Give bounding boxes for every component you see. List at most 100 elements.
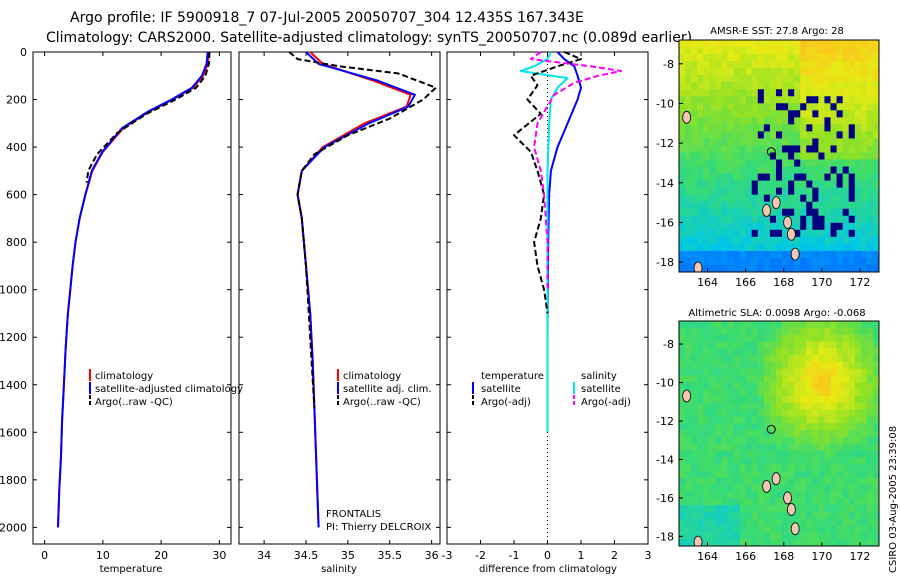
- heatmap-cell: [818, 173, 826, 182]
- heatmap-cell: [691, 173, 698, 182]
- heatmap-cell: [763, 334, 771, 343]
- heatmap-cell: [769, 443, 777, 452]
- heatmap-cell: [830, 327, 838, 336]
- heatmap-cell: [872, 264, 879, 272]
- y-tick-label: 1200: [0, 331, 27, 344]
- heatmap-cell: [848, 409, 856, 418]
- heatmap-cell: [703, 61, 710, 69]
- heatmap-cell: [794, 409, 801, 418]
- heatmap-cell: [709, 173, 716, 182]
- heatmap-cell: [830, 180, 838, 189]
- y-tick-label: 400: [6, 141, 27, 154]
- heatmap-cell: [745, 173, 753, 182]
- heatmap-cell: [860, 131, 868, 140]
- heatmap-cell: [727, 110, 735, 118]
- heatmap-cell: [788, 61, 795, 69]
- heatmap-cell: [872, 443, 879, 452]
- heatmap-cell: [848, 40, 856, 48]
- heatmap-cell: [800, 471, 807, 479]
- heatmap-cell: [721, 396, 729, 404]
- heatmap-cell: [866, 436, 874, 445]
- heatmap-cell: [751, 484, 759, 493]
- heatmap-cell: [830, 498, 838, 506]
- heatmap-cell: [812, 61, 819, 69]
- heatmap-cell: [866, 138, 874, 147]
- heatmap-cell: [782, 518, 789, 527]
- heatmap-cell: [788, 194, 795, 203]
- heatmap-cell: [836, 396, 844, 404]
- heatmap-cell: [788, 375, 795, 383]
- heatmap-cell: [721, 477, 729, 486]
- heatmap-cell: [697, 68, 704, 76]
- heatmap-cell: [727, 430, 735, 438]
- heatmap-cell: [697, 243, 704, 252]
- heatmap-cell: [733, 505, 741, 513]
- heatmap-cell: [739, 355, 747, 363]
- heatmap-cell: [794, 477, 801, 486]
- heatmap-cell: [739, 215, 747, 224]
- heatmap-cell: [685, 40, 692, 48]
- heatmap-cell: [788, 436, 795, 445]
- heatmap-cell: [727, 180, 735, 189]
- heatmap-cell: [775, 382, 783, 390]
- heatmap-cell: [727, 450, 735, 458]
- heatmap-cell: [739, 243, 747, 252]
- heatmap-cell: [860, 539, 868, 546]
- heatmap-cell: [848, 82, 856, 90]
- heatmap-cell: [757, 194, 765, 203]
- heatmap-cell: [818, 103, 826, 111]
- heatmap-cell: [775, 416, 783, 424]
- heatmap-cell: [782, 341, 789, 349]
- x-tick-label: 36: [425, 549, 439, 562]
- heatmap-cell: [830, 96, 838, 104]
- heatmap-cell: [769, 532, 777, 540]
- heatmap-cell: [685, 471, 692, 479]
- heatmap-cell: [745, 498, 753, 506]
- heatmap-cell: [715, 187, 723, 196]
- heatmap-cell: [685, 215, 692, 224]
- heatmap-cell: [854, 471, 862, 479]
- heatmap-cell: [830, 110, 838, 118]
- heatmap-cell: [794, 75, 801, 83]
- heatmap-cell: [800, 389, 807, 397]
- heatmap-cell: [715, 511, 723, 520]
- heatmap-cell: [854, 382, 862, 390]
- heatmap-cell: [697, 532, 704, 540]
- heatmap-cell: [836, 334, 844, 343]
- heatmap-cell: [703, 250, 710, 259]
- heatmap-cell: [794, 264, 801, 272]
- heatmap-cell: [848, 54, 856, 62]
- heatmap-cell: [866, 264, 874, 272]
- heatmap-cell: [812, 236, 819, 245]
- heatmap-cell: [697, 166, 704, 175]
- heatmap-cell: [794, 243, 801, 252]
- heatmap-cell: [697, 222, 704, 231]
- heatmap-cell: [842, 484, 850, 493]
- heatmap-cell: [763, 409, 771, 418]
- heatmap-cell: [745, 321, 753, 329]
- heatmap-cell: [697, 236, 704, 245]
- heatmap-cell: [703, 423, 710, 431]
- series-line-salinity-argo-adj-: [529, 51, 623, 290]
- heatmap-cell: [685, 187, 692, 196]
- heatmap-cell: [824, 409, 832, 418]
- heatmap-cell: [854, 222, 862, 231]
- heatmap-cell: [872, 464, 879, 472]
- heatmap-cell: [788, 103, 795, 111]
- heatmap-cell: [824, 103, 832, 111]
- heatmap-cell: [794, 159, 801, 168]
- heatmap-cell: [697, 436, 704, 445]
- heatmap-cell: [824, 61, 832, 69]
- heatmap-cell: [715, 491, 723, 499]
- heatmap-cell: [757, 457, 765, 465]
- heatmap-cell: [685, 464, 692, 472]
- heatmap-cell: [727, 40, 735, 48]
- heatmap-cell: [794, 152, 801, 161]
- heatmap-cell: [866, 131, 874, 140]
- heatmap-cell: [812, 511, 819, 520]
- heatmap-cell: [751, 430, 759, 438]
- heatmap-cell: [679, 68, 686, 76]
- heatmap-cell: [824, 402, 832, 411]
- heatmap-cell: [727, 382, 735, 390]
- heatmap-cell: [818, 457, 826, 465]
